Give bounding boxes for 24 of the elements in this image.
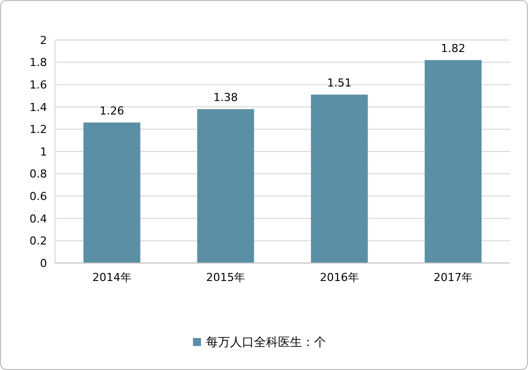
- y-tick-label: 0.8: [30, 168, 47, 181]
- data-label: 1.51: [327, 76, 352, 90]
- x-tick-label: 2016年: [320, 271, 359, 284]
- y-tick-label: 1.8: [30, 56, 47, 70]
- bar: [310, 94, 368, 263]
- y-tick-label: 1.4: [30, 100, 47, 114]
- y-tick-label: 1.2: [30, 123, 47, 136]
- x-tick-label: 2015年: [206, 271, 246, 284]
- y-tick-label: 0.2: [30, 234, 47, 248]
- y-tick-label: 1.6: [30, 78, 47, 92]
- bar: [83, 122, 140, 263]
- data-label: 1.26: [100, 104, 124, 118]
- bar: [197, 109, 254, 263]
- y-tick-label: 2: [40, 34, 47, 47]
- y-tick-label: 1: [40, 145, 47, 158]
- y-tick-label: 0: [40, 256, 47, 270]
- x-tick-label: 2017年: [434, 271, 473, 284]
- data-label: 1.38: [213, 91, 238, 104]
- y-tick-label: 0.6: [30, 190, 47, 203]
- bar: [424, 60, 482, 263]
- data-label: 1.82: [440, 42, 466, 56]
- y-tick-label: 0.4: [30, 212, 47, 226]
- legend-label: 每万人口全科医生：个: [206, 335, 326, 350]
- x-tick-label: 2014年: [92, 271, 132, 284]
